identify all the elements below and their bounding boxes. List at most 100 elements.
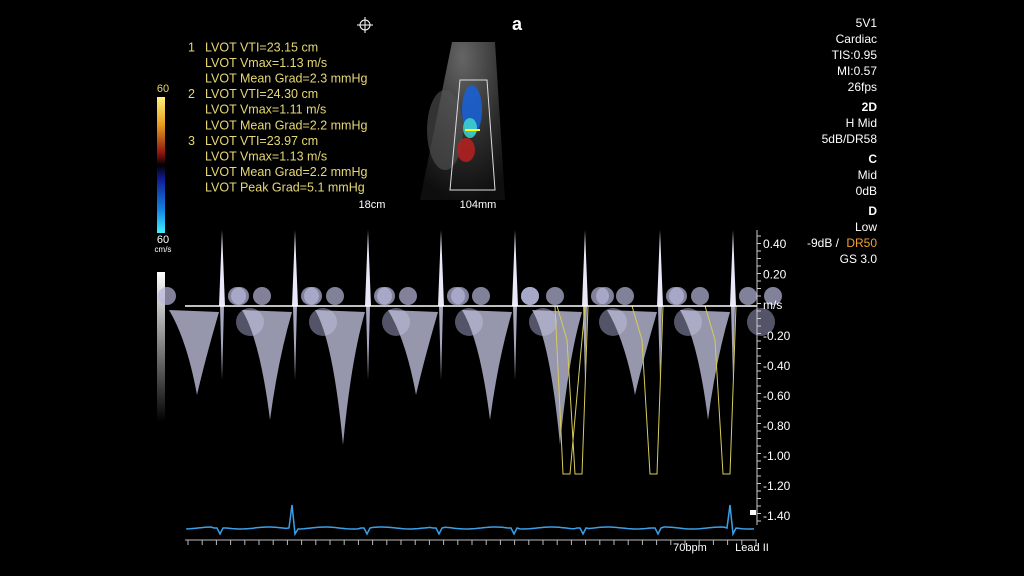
spectral-spike (365, 230, 371, 306)
color-bar-bottom: 60 (157, 234, 169, 246)
spectral-blob (377, 287, 395, 305)
spectral-spike (513, 306, 517, 380)
setting: Cardiac (836, 32, 877, 46)
mode-title: D (868, 204, 877, 218)
scale-label: -0.80 (763, 419, 791, 433)
vti-trace (554, 305, 586, 475)
setting: H Mid (846, 116, 877, 130)
spectral-blob (521, 287, 539, 305)
measurement-line: LVOT VTI=23.15 cm (205, 40, 318, 54)
measurement-index: 3 (188, 134, 195, 148)
setting-gain: -9dB / (807, 236, 840, 250)
scale-label: -1.00 (763, 449, 791, 463)
spectral-blob (472, 287, 490, 305)
setting: MI:0.57 (837, 64, 877, 78)
spectral-spike (731, 306, 735, 380)
measurement-line: LVOT Vmax=1.11 m/s (205, 103, 326, 117)
vti-trace (556, 305, 589, 475)
spectral-envelope (680, 310, 730, 420)
color-bar-unit: cm/s (155, 245, 172, 254)
vti-trace (704, 305, 737, 475)
spectral-blob (596, 287, 614, 305)
spectral-spike (292, 230, 298, 306)
setting: TIS:0.95 (832, 48, 878, 62)
spectral-spike (657, 230, 663, 306)
mode-title: 2D (862, 100, 878, 114)
spectral-blob (253, 287, 271, 305)
spectral-blob (747, 308, 775, 336)
scale-label: -0.40 (763, 359, 791, 373)
doppler-spectrum (158, 230, 782, 475)
spectral-spike (220, 306, 224, 380)
spectral-blob (691, 287, 709, 305)
spectral-spike (658, 306, 662, 380)
setting: Mid (858, 168, 877, 182)
setting: Low (855, 220, 877, 234)
heart-rate: 70bpm (673, 542, 707, 554)
spectral-spike (582, 230, 588, 306)
color-bar (157, 97, 165, 233)
depth-label: 18cm (359, 199, 386, 211)
ecg-lead: Lead II (735, 542, 769, 554)
spectral-envelope (462, 310, 512, 420)
spectral-blob (451, 287, 469, 305)
scale-label: 0.20 (763, 268, 787, 282)
width-label: 104mm (460, 199, 497, 211)
gray-bar (157, 272, 165, 422)
setting: 0dB (856, 184, 877, 198)
spectral-blob (399, 287, 417, 305)
setting: 26fps (848, 80, 877, 94)
scale-unit: m/s (763, 298, 782, 312)
spectral-blob (669, 287, 687, 305)
measurement-line: LVOT Mean Grad=2.2 mmHg (205, 165, 367, 179)
spectral-blob (158, 287, 176, 305)
scale-label: 0.40 (763, 237, 787, 251)
spectral-blob (764, 287, 782, 305)
spectral-spike (366, 306, 370, 380)
setting: 5V1 (856, 16, 878, 30)
setting-range: DR50 (846, 236, 877, 250)
scale-label: -0.20 (763, 329, 791, 343)
spectral-envelope (532, 310, 582, 445)
spectral-blob (739, 287, 757, 305)
spectral-spike (512, 230, 518, 306)
ecg-marker (750, 510, 756, 515)
spectral-spike (730, 230, 736, 306)
spectral-spike (219, 230, 225, 306)
spectral-spike (293, 306, 297, 380)
spectral-spike (439, 306, 443, 380)
measurement-line: LVOT Vmax=1.13 m/s (205, 56, 327, 70)
scale-label: -0.60 (763, 389, 791, 403)
spectral-spike (583, 306, 587, 380)
spectral-blob (546, 287, 564, 305)
setting: GS 3.0 (840, 252, 878, 266)
measurement-line: LVOT Vmax=1.13 m/s (205, 149, 327, 163)
measurement-line: LVOT VTI=24.30 cm (205, 87, 318, 101)
spectral-blob (326, 287, 344, 305)
ecg-trace (186, 504, 755, 537)
spectral-envelope (242, 310, 292, 420)
spectral-blob (304, 287, 322, 305)
setting: 5dB/DR58 (822, 132, 878, 146)
vti-trace (631, 305, 664, 475)
spectral-envelope (169, 310, 219, 395)
spectral-blob (231, 287, 249, 305)
measurement-line: LVOT Peak Grad=5.1 mmHg (205, 181, 365, 195)
spectral-envelope (607, 310, 657, 395)
color-bar-top: 60 (157, 83, 169, 95)
measurement-line: LVOT VTI=23.97 cm (205, 134, 318, 148)
mode-title: C (868, 152, 877, 166)
sector-image (420, 42, 505, 200)
scale-label: -1.40 (763, 509, 791, 523)
measurement-index: 2 (188, 87, 195, 101)
crosshair-icon (357, 17, 373, 33)
logo: a (512, 14, 523, 34)
measurement-index: 1 (188, 40, 195, 54)
spectral-envelope (388, 310, 438, 395)
scale-label: -1.20 (763, 479, 791, 493)
measurement-line: LVOT Mean Grad=2.2 mmHg (205, 118, 367, 132)
spectral-spike (438, 230, 444, 306)
spectral-blob (616, 287, 634, 305)
